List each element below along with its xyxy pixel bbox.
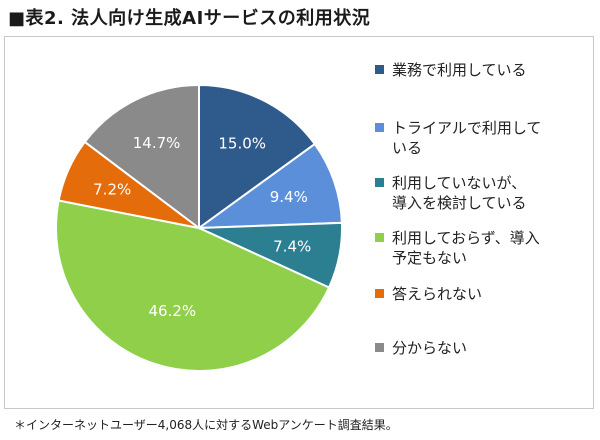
legend-label-4: 利用しておらず、導入 予定もない [392,228,540,268]
legend-label-line: 利用しておらず、導入 [392,229,540,247]
footnote: ＊インターネットユーザー4,068人に対するWebアンケート調査結果。 [14,418,398,432]
legend-label-3: 利用していないが、 導入を検討している [392,173,527,213]
legend-label-2: トライアルで利用して いる [392,118,541,158]
pie-data-label-5: 7.2% [93,180,131,198]
legend-item-2: トライアルで利用して いる [375,118,575,158]
legend-label-line: 導入を検討している [392,194,527,212]
legend-item-3: 利用していないが、 導入を検討している [375,173,575,213]
pie-slices [55,83,343,372]
legend-item-6: 分からない [375,338,575,358]
pie-data-label-2: 9.4% [270,188,308,206]
legend-swatch-5 [375,289,384,298]
legend-label-line: 答えられない [392,285,483,303]
legend-label-6: 分からない [392,338,467,358]
chart-title: ■表2. 法人向け生成AIサービスの利用状況 [8,8,371,29]
pie-data-label-1: 15.0% [218,134,266,152]
pie-data-label-3: 7.4% [273,238,311,256]
pie-slice-2 [195,142,343,230]
legend-item-1: 業務で利用している [375,60,575,80]
legend-swatch-6 [375,343,384,352]
legend-swatch-4 [375,233,384,242]
pie-slice-6 [83,83,200,231]
legend-item-4: 利用しておらず、導入 予定もない [375,228,575,268]
legend-label-line: 業務で利用している [392,61,527,79]
legend-item-5: 答えられない [375,284,575,304]
pie-slice-1 [198,83,317,230]
legend-label-line: いる [392,139,423,157]
legend-label-line: 分からない [392,339,468,357]
chart-frame [4,36,594,409]
pie-data-labels: 15.0% 9.4% 7.4% 46.2% 7.2% 14.7% [93,134,311,320]
legend-swatch-1 [375,65,384,74]
legend-swatch-3 [375,178,384,187]
legend-label-1: 業務で利用している [392,60,527,80]
legend-label-line: 予定もない [392,249,468,267]
legend-label-5: 答えられない [392,284,482,304]
legend-swatch-2 [375,123,384,132]
pie-data-label-6: 14.7% [133,134,181,152]
legend-label-line: 利用していないが、 [392,174,527,192]
pie-data-label-4: 46.2% [148,302,196,320]
legend-label-line: トライアルで利用して [392,119,542,137]
pie-slice-4 [55,199,331,372]
